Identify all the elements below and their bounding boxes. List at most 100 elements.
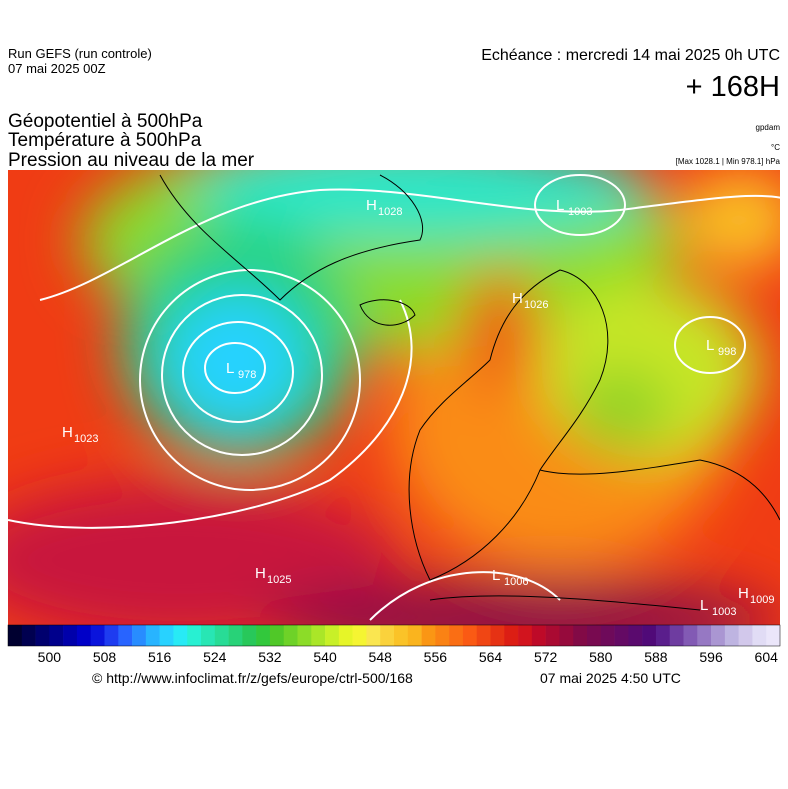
color-swatch bbox=[256, 625, 271, 646]
colorbar-tick-label: 532 bbox=[258, 649, 282, 665]
color-swatch bbox=[766, 625, 781, 646]
color-swatch bbox=[297, 625, 312, 646]
center-letter: L bbox=[492, 567, 500, 584]
center-letter: L bbox=[556, 197, 564, 214]
center-value: 998 bbox=[718, 346, 736, 358]
color-swatch bbox=[394, 625, 409, 646]
color-swatch bbox=[476, 625, 491, 646]
center-value: 1003 bbox=[712, 606, 736, 618]
color-swatch bbox=[559, 625, 574, 646]
source: © http://www.infoclimat.fr/z/gefs/europe… bbox=[92, 670, 413, 686]
color-swatch bbox=[407, 625, 422, 646]
color-swatch bbox=[325, 625, 340, 646]
color-swatch bbox=[118, 625, 133, 646]
color-swatch bbox=[587, 625, 602, 646]
color-swatch bbox=[683, 625, 698, 646]
color-swatch bbox=[21, 625, 36, 646]
color-swatch bbox=[655, 625, 671, 646]
center-value: 978 bbox=[238, 369, 256, 381]
colorbar-tick-label: 508 bbox=[93, 649, 117, 665]
color-swatch bbox=[490, 625, 505, 646]
center-value: 1025 bbox=[267, 574, 291, 586]
color-swatch bbox=[8, 625, 23, 646]
color-swatch bbox=[187, 625, 202, 646]
colorbar-tick-label: 588 bbox=[644, 649, 668, 665]
colorbar-tick-label: 524 bbox=[203, 649, 227, 665]
color-swatch bbox=[697, 625, 712, 646]
color-swatch bbox=[63, 625, 78, 646]
color-swatch bbox=[228, 625, 243, 646]
field: Géopotentiel à 500hPa bbox=[8, 111, 203, 132]
color-swatch bbox=[462, 625, 478, 646]
coastlines bbox=[159, 174, 780, 611]
color-swatch bbox=[669, 625, 684, 646]
colorbar-tick-label: 564 bbox=[479, 649, 503, 665]
unit: gpdam bbox=[756, 123, 781, 132]
color-swatch bbox=[738, 625, 753, 646]
center-letter: H bbox=[512, 290, 523, 307]
run-date: 07 mai 2025 00Z bbox=[8, 61, 106, 76]
center-letter: H bbox=[366, 197, 377, 214]
color-swatch bbox=[614, 625, 629, 646]
center-letter: H bbox=[62, 424, 73, 441]
colorbar-tick-label: 580 bbox=[589, 649, 613, 665]
center-letter: H bbox=[738, 585, 749, 602]
colorbar-tick-label: 500 bbox=[38, 649, 62, 665]
color-swatch bbox=[90, 625, 105, 646]
color-swatch bbox=[504, 625, 519, 646]
color-swatch bbox=[752, 625, 767, 646]
color-swatch bbox=[531, 625, 546, 646]
colorbar-frame bbox=[7, 624, 781, 647]
color-swatch bbox=[380, 625, 395, 646]
color-swatch bbox=[132, 625, 147, 646]
color-swatch bbox=[449, 625, 464, 646]
color-swatch bbox=[214, 625, 229, 646]
center-value: 1026 bbox=[524, 299, 548, 311]
center-value: 1023 bbox=[74, 433, 98, 445]
unit: [Max 1028.1 | Min 978.1] hPa bbox=[676, 157, 781, 166]
center-letter: H bbox=[255, 565, 266, 582]
isobars bbox=[8, 174, 780, 621]
color-swatch bbox=[104, 625, 119, 646]
color-swatch bbox=[545, 625, 560, 646]
colorbar-tick-label: 556 bbox=[424, 649, 448, 665]
run: Run GEFS (run controle) bbox=[8, 46, 152, 61]
color-swatch bbox=[35, 625, 50, 646]
center-value: 1028 bbox=[378, 206, 402, 218]
color-swatch bbox=[159, 625, 174, 646]
color-swatch bbox=[338, 625, 353, 646]
color-swatch bbox=[283, 625, 298, 646]
color-swatch bbox=[201, 625, 216, 646]
center-value: 1006 bbox=[504, 576, 528, 588]
color-swatch bbox=[76, 625, 92, 646]
color-swatch bbox=[242, 625, 257, 646]
color-swatch bbox=[600, 625, 615, 646]
colorbar-tick-label: 516 bbox=[148, 649, 172, 665]
color-swatch bbox=[711, 625, 726, 646]
color-swatch bbox=[145, 625, 160, 646]
center-letter: L bbox=[700, 597, 708, 614]
center-letter: L bbox=[706, 337, 714, 354]
center-value: 1009 bbox=[750, 594, 774, 606]
center-value: 1003 bbox=[568, 206, 592, 218]
color-swatch bbox=[642, 625, 657, 646]
color-swatch bbox=[421, 625, 436, 646]
colorbar-tick-label: 604 bbox=[755, 649, 779, 665]
color-swatch bbox=[518, 625, 533, 646]
generated: 07 mai 2025 4:50 UTC bbox=[540, 670, 681, 686]
color-swatch bbox=[435, 625, 450, 646]
field: Pression au niveau de la mer bbox=[8, 150, 255, 171]
color-swatch bbox=[628, 625, 643, 646]
color-swatch bbox=[269, 625, 285, 646]
color-swatch bbox=[49, 625, 64, 646]
colorbar-tick-label: 572 bbox=[534, 649, 558, 665]
center-letter: L bbox=[226, 360, 234, 377]
unit: °C bbox=[771, 143, 780, 152]
color-swatch bbox=[311, 625, 326, 646]
color-swatch bbox=[173, 625, 188, 646]
colorbar-tick-label: 548 bbox=[369, 649, 393, 665]
color-swatch bbox=[352, 625, 367, 646]
lead-time: + 168H bbox=[686, 71, 780, 103]
